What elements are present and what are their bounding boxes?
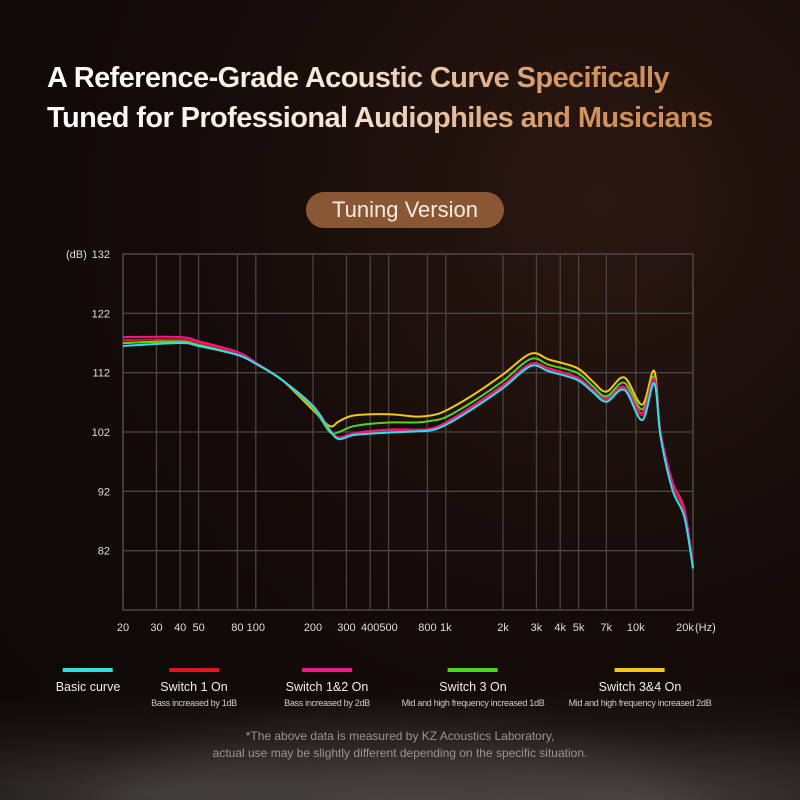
x-tick-label: 50 bbox=[192, 622, 204, 634]
x-tick-label: 2k bbox=[497, 622, 509, 634]
legend-item: Switch 3&4 On Mid and high frequency incr… bbox=[569, 668, 712, 708]
legend-item: Switch 3 On Mid and high frequency increa… bbox=[402, 668, 545, 708]
x-tick-label: 40 bbox=[174, 622, 186, 634]
series-line-switch-3-on bbox=[122, 340, 694, 569]
footnote-line-2: actual use may be slightly different dep… bbox=[212, 746, 588, 760]
legend-swatch bbox=[62, 668, 113, 672]
tuning-version-badge: Tuning Version bbox=[306, 192, 504, 228]
x-tick-label: 400 bbox=[361, 622, 379, 634]
legend-name: Switch 3 On bbox=[439, 680, 507, 694]
series-line-switch-1-2-on bbox=[122, 335, 694, 566]
legend-name: Switch 3&4 On bbox=[598, 680, 682, 694]
x-axis-unit: (Hz) bbox=[695, 622, 716, 634]
legend-swatch bbox=[448, 668, 498, 672]
x-tick-label: 800 bbox=[418, 622, 436, 634]
x-tick-label: 4k bbox=[554, 622, 566, 634]
x-tick-label: 3k bbox=[531, 622, 543, 634]
footnote-line-1: *The above data is measured by KZ Acoust… bbox=[245, 729, 555, 743]
legend-desc: Mid and high frequency increased 2dB bbox=[568, 698, 712, 708]
series-line-switch-1-on bbox=[122, 338, 694, 569]
legend-swatch bbox=[301, 668, 352, 672]
x-tick-label: 20 bbox=[117, 622, 129, 634]
x-tick-label: 1k bbox=[440, 622, 452, 634]
y-tick-label: 122 bbox=[92, 308, 110, 320]
x-tick-label: 100 bbox=[247, 622, 265, 634]
x-tick-label: 300 bbox=[337, 622, 355, 634]
x-tick-label: 500 bbox=[379, 622, 397, 634]
legend-name: Basic curve bbox=[55, 680, 121, 694]
y-tick-label: 112 bbox=[92, 368, 110, 380]
legend-item: Switch 1 On Bass increased by 1dB bbox=[151, 668, 237, 708]
legend-swatch bbox=[615, 668, 665, 672]
x-tick-label: 30 bbox=[150, 622, 162, 634]
y-tick-label: 92 bbox=[98, 486, 110, 498]
x-tick-label: 80 bbox=[231, 622, 243, 634]
footnote: *The above data is measured by KZ Acoust… bbox=[0, 728, 800, 762]
x-tick-label: 10k bbox=[627, 622, 645, 634]
series-line-basic-curve bbox=[122, 341, 694, 569]
legend-desc: Bass increased by 1dB bbox=[151, 698, 237, 708]
series-line-switch-3-4-on bbox=[122, 340, 694, 569]
y-tick-label: 82 bbox=[98, 546, 110, 558]
smoke-background bbox=[0, 670, 800, 800]
y-tick-label: 102 bbox=[92, 427, 110, 439]
legend-item: Switch 1&2 On Bass increased by 2dB bbox=[284, 668, 370, 708]
x-tick-label: 20k bbox=[676, 622, 694, 634]
x-tick-label: 200 bbox=[304, 622, 322, 634]
legend-desc: Mid and high frequency increased 1dB bbox=[401, 698, 545, 708]
axis-labels: 132 122 112 102 92 82 (dB) 20 30 40 50 80 100 200 300 4… bbox=[66, 249, 716, 634]
y-axis-unit: (dB) bbox=[66, 249, 87, 261]
legend-item: Basic curve bbox=[55, 668, 121, 694]
legend-desc: Bass increased by 2dB bbox=[284, 698, 370, 708]
series-lines bbox=[122, 335, 694, 569]
legend-name: Switch 1 On bbox=[160, 680, 228, 694]
y-tick-label: 132 bbox=[92, 249, 110, 261]
legend-name: Switch 1&2 On bbox=[285, 680, 369, 694]
x-tick-label: 7k bbox=[601, 622, 613, 634]
x-tick-label: 5k bbox=[573, 622, 585, 634]
legend-swatch bbox=[168, 668, 219, 672]
